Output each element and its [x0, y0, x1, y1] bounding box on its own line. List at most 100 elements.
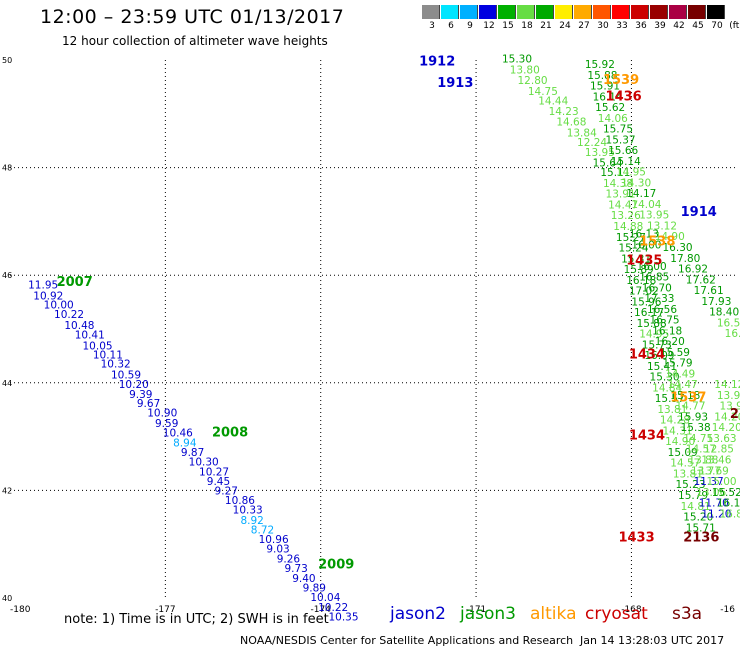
color-swatch — [517, 5, 535, 19]
swh-value: 16.13 — [629, 229, 659, 241]
y-tick-label: 44 — [2, 379, 12, 388]
swh-value: 9.26 — [277, 553, 301, 565]
swh-value: 16.09 — [644, 350, 674, 362]
swh-value: 15.62 — [595, 102, 625, 114]
y-tick-label: 42 — [2, 486, 12, 495]
swh-value: 14.77 — [675, 401, 705, 413]
gridlines — [10, 60, 735, 598]
swh-value: 13.95 — [585, 147, 615, 159]
swh-value: 17.80 — [670, 253, 700, 265]
swh-value: 16.92 — [678, 264, 708, 276]
swh-value: 13.93 — [717, 390, 740, 402]
swh-value: 15.66 — [608, 145, 638, 157]
swh-value: 15.59 — [660, 347, 690, 359]
swh-value: 15.88 — [587, 70, 617, 82]
swh-value: 10.32 — [101, 359, 131, 371]
swh-value: 15.75 — [603, 124, 633, 136]
swh-value: 15.20 — [683, 512, 713, 524]
swh-value: 13.91 — [606, 189, 636, 201]
pass-time-label: 1538 — [639, 235, 675, 250]
color-swatch — [441, 5, 459, 19]
swh-value: 13.81 — [657, 404, 687, 416]
swh-value: 15.93 — [678, 411, 708, 423]
swh-value: 14.38 — [603, 178, 633, 190]
swh-value: 17.61 — [694, 285, 724, 297]
color-swatch — [707, 5, 725, 19]
swh-value: 14.57 — [670, 458, 700, 470]
swh-value: 13.80 — [510, 64, 540, 76]
swh-value: 14.23 — [549, 106, 579, 118]
swh-value: 15.91 — [590, 81, 620, 93]
swh-value: 15.00 — [707, 476, 737, 488]
swh-value: 14.28 — [660, 415, 690, 427]
x-tick-label: -171 — [466, 605, 486, 615]
swh-value: 16.81 — [719, 508, 740, 520]
swh-value: 8.94 — [173, 437, 197, 449]
swh-value: 17.02 — [629, 286, 659, 298]
swh-value: 9.45 — [207, 476, 230, 488]
color-swatch — [422, 5, 440, 19]
swh-value: 10.96 — [259, 534, 289, 546]
swh-value: 14.04 — [631, 199, 661, 211]
color-swatch — [536, 5, 554, 19]
legend-entry-cryosat: cryosat — [585, 604, 648, 624]
swh-value: 15.24 — [618, 243, 648, 255]
color-scale-label: 15 — [502, 21, 514, 31]
x-tick-label: -174 — [310, 605, 331, 615]
swh-value: 16.56 — [725, 328, 740, 340]
swh-value: 14.84 — [652, 382, 682, 394]
swh-value: 9.87 — [181, 447, 204, 459]
swh-value: 18.40 — [709, 307, 739, 319]
swh-value: 9.39 — [129, 389, 152, 401]
swh-value: 8.92 — [240, 515, 263, 527]
swh-value: 15.79 — [663, 358, 693, 370]
color-swatch — [688, 5, 706, 19]
swh-value: 13.12 — [647, 220, 677, 232]
color-scale-label: 70 — [711, 21, 723, 31]
swh-value: 10.00 — [44, 300, 74, 312]
swh-value: 12.80 — [518, 75, 548, 87]
y-tick-label: 40 — [2, 594, 12, 603]
swh-value: 9.03 — [266, 543, 289, 555]
legend-entry-jason3: jason3 — [460, 604, 516, 624]
swh-value: 14.47 — [608, 199, 638, 211]
swh-value: 10.48 — [64, 320, 94, 332]
timestamp: Jan 14 13:28:03 UTC 2017 — [580, 634, 725, 647]
swh-value: 16.20 — [655, 336, 685, 348]
color-swatch — [574, 5, 592, 19]
color-swatch — [650, 5, 668, 19]
color-scale-label: 36 — [635, 21, 647, 31]
pass-time-label: 2136 — [683, 531, 719, 546]
swh-value: 14.95 — [616, 167, 646, 179]
swh-value: 15.30 — [502, 54, 532, 66]
swh-value: 13.26 — [611, 210, 641, 222]
swh-value: 10.46 — [163, 428, 193, 440]
swh-value: 11.37 — [694, 476, 724, 488]
pass-time-label: 1436 — [606, 89, 642, 104]
chart-title: 12:00 – 23:59 UTC 01/13/2017 — [40, 6, 345, 28]
swh-value: 15.18 — [670, 390, 700, 402]
swh-value: 10.11 — [93, 350, 123, 362]
swh-value: 10.05 — [83, 340, 113, 352]
y-tick-label: 48 — [2, 164, 12, 173]
swh-value: 17.93 — [701, 296, 731, 308]
swh-value: 15.52 — [712, 487, 740, 499]
pass-time-label: 1537 — [670, 391, 706, 406]
swh-value: 14.30 — [621, 177, 651, 189]
swh-value: 15.89 — [624, 264, 654, 276]
pass-labels: 1912191315391436191415381435143415372131… — [57, 54, 740, 572]
swh-value: 14.06 — [598, 113, 628, 125]
pass-time-label: 1434 — [629, 428, 665, 443]
swh-value: 16.18 — [652, 325, 682, 337]
swh-value: 15.64 — [593, 158, 623, 170]
swh-value: 16.56 — [647, 304, 677, 316]
swh-value: 14.20 — [712, 422, 740, 434]
swh-value: 14.90 — [655, 231, 685, 243]
swh-value: 15.38 — [681, 422, 711, 434]
swh-value: 14.57 — [686, 444, 716, 456]
swh-value: 10.22 — [54, 309, 84, 321]
swh-value: 15.79 — [678, 490, 708, 502]
swh-value: 13.84 — [567, 127, 597, 139]
axis-ticks: -180 -177 -174 -171 -168 -16 50 48 46 44 42 40 — [2, 56, 735, 615]
swh-value: 13.06 — [696, 487, 726, 499]
